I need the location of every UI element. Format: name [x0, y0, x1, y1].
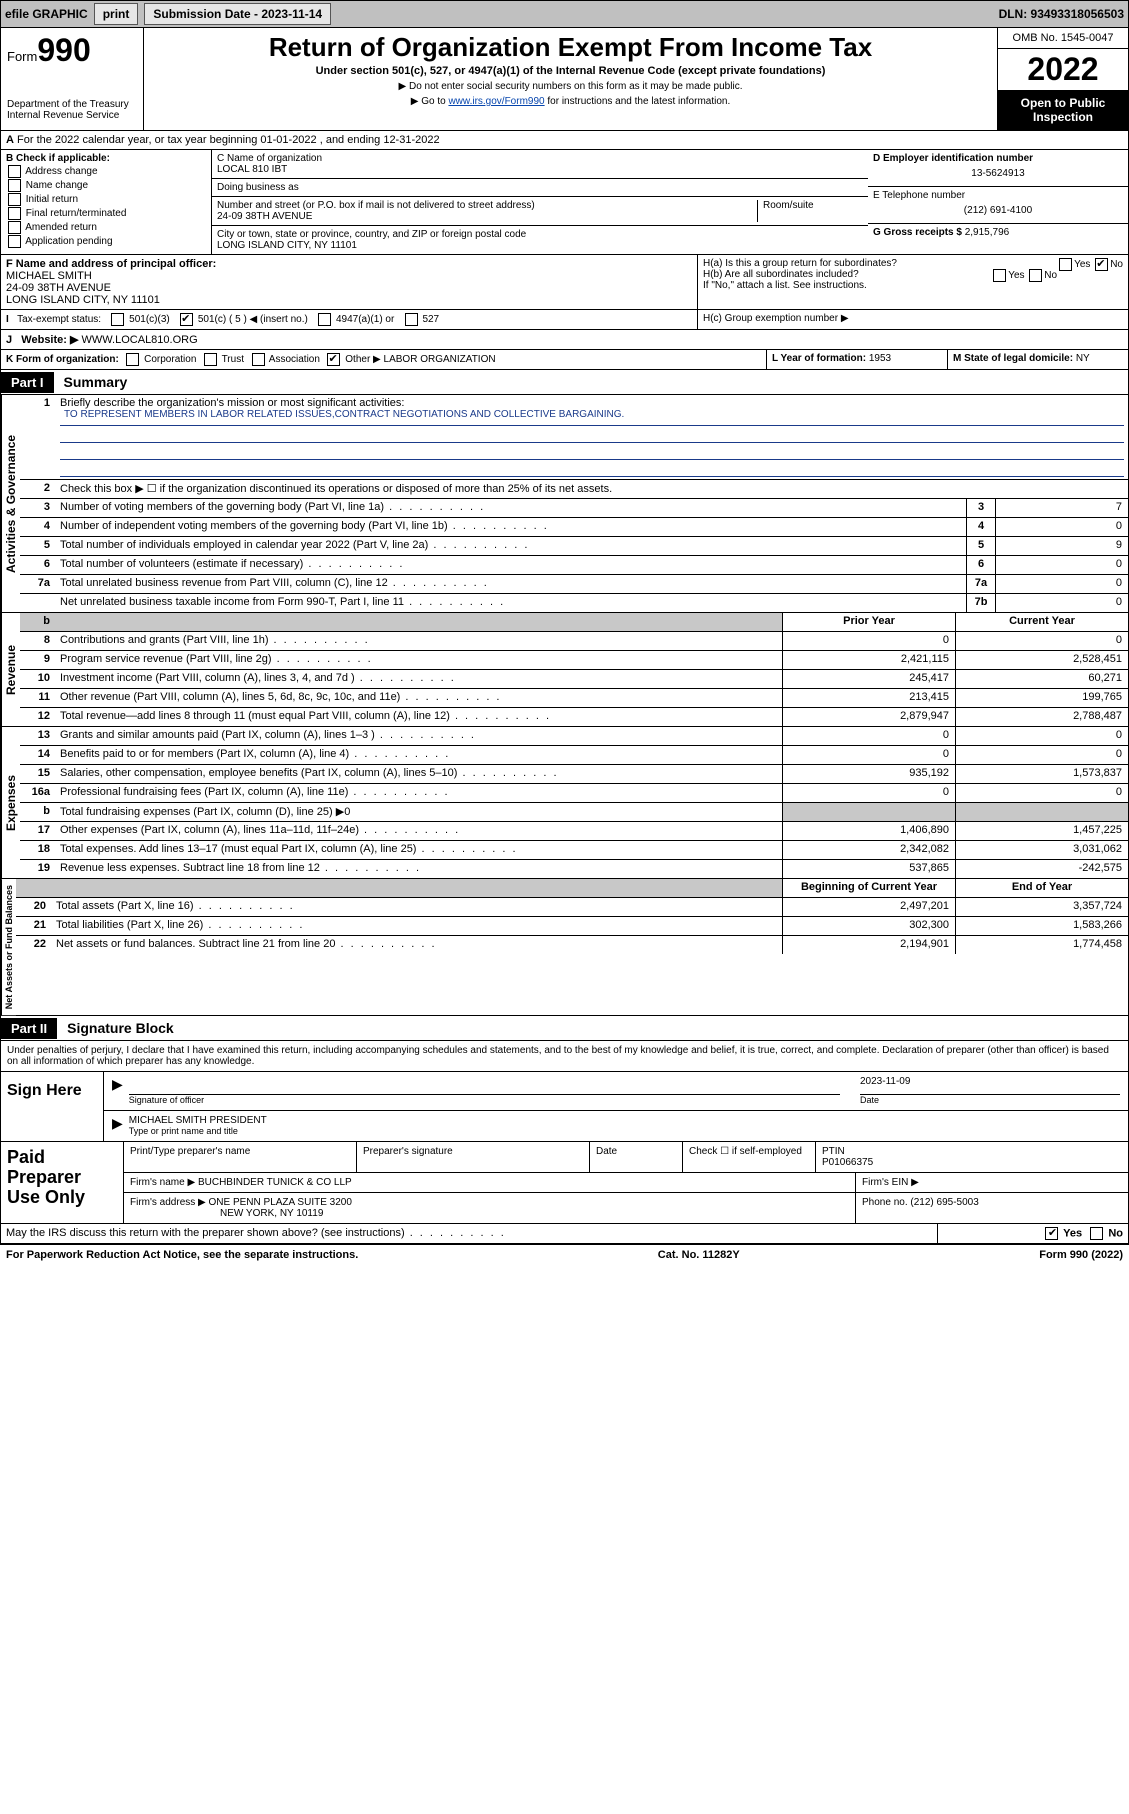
city: LONG ISLAND CITY, NY 11101 [217, 240, 357, 251]
form-footer: Form 990 (2022) [1039, 1249, 1123, 1261]
hc-label: H(c) Group exemption number ▶ [698, 310, 1128, 329]
officer-addr2: LONG ISLAND CITY, NY 11101 [6, 294, 160, 306]
chk-name[interactable]: Name change [6, 179, 206, 192]
firm-phone-lbl: Phone no. [862, 1197, 908, 1208]
dba-label: Doing business as [212, 179, 868, 197]
prep-name-hdr: Print/Type preparer's name [124, 1142, 357, 1172]
ha-label: H(a) Is this a group return for subordin… [703, 258, 897, 269]
print-button[interactable]: print [94, 3, 139, 25]
org-name: LOCAL 810 IBT [217, 164, 287, 175]
signer-name: MICHAEL SMITH PRESIDENT [129, 1115, 1120, 1126]
street: 24-09 38TH AVENUE [217, 211, 312, 222]
part1-title: Summary [54, 370, 138, 394]
c-label: C Name of organization [217, 153, 322, 164]
part1-hdr: Part I [1, 372, 54, 393]
state-domicile: NY [1076, 353, 1090, 364]
note-ssn: ▶ Do not enter social security numbers o… [152, 81, 989, 92]
note-goto-a: ▶ Go to [411, 96, 449, 107]
form-title: Return of Organization Exempt From Incom… [152, 32, 989, 63]
line-a: For the 2022 calendar year, or tax year … [17, 134, 440, 146]
ein: 13-5624913 [873, 164, 1123, 183]
firm-phone: (212) 695-5003 [910, 1197, 978, 1208]
self-emp-hdr: Check ☐ if self-employed [683, 1142, 816, 1172]
tax-year: 2022 [998, 49, 1128, 90]
j-label: Website: ▶ [21, 334, 78, 346]
ptin-val: P01066375 [822, 1157, 873, 1168]
end-year-hdr: End of Year [955, 879, 1128, 897]
prep-date-hdr: Date [590, 1142, 683, 1172]
e-label: E Telephone number [873, 190, 965, 201]
efile-label: efile GRAPHIC [5, 7, 88, 21]
irs-label: Internal Revenue Service [7, 110, 137, 121]
officer-addr1: 24-09 38TH AVENUE [6, 282, 111, 294]
vert-gov: Activities & Governance [1, 395, 20, 612]
hb-note: If "No," attach a list. See instructions… [703, 280, 1123, 291]
sig-officer-label: Signature of officer [129, 1095, 204, 1105]
chk-final[interactable]: Final return/terminated [6, 207, 206, 220]
k-label: K Form of organization: [6, 354, 119, 365]
chk-initial[interactable]: Initial return [6, 193, 206, 206]
d-label: D Employer identification number [873, 153, 1033, 164]
prior-year-hdr: Prior Year [782, 613, 955, 631]
penalty-text: Under penalties of perjury, I declare th… [0, 1041, 1129, 1072]
form-word: Form [7, 49, 37, 64]
sign-here: Sign Here [1, 1072, 103, 1141]
year-formation: 1953 [869, 353, 891, 364]
vert-exp: Expenses [1, 727, 20, 878]
date-label: Date [860, 1095, 879, 1105]
part2-title: Signature Block [57, 1016, 184, 1040]
mission-text: TO REPRESENT MEMBERS IN LABOR RELATED IS… [60, 409, 1124, 426]
g-label: G Gross receipts $ [873, 227, 962, 238]
dln-label: DLN: 93493318056503 [999, 7, 1124, 21]
pra-notice: For Paperwork Reduction Act Notice, see … [6, 1249, 358, 1261]
omb-number: OMB No. 1545-0047 [998, 28, 1128, 49]
city-label: City or town, state or province, country… [217, 229, 526, 240]
k-other-val: LABOR ORGANIZATION [384, 354, 496, 365]
public-inspection: Open to Public Inspection [998, 90, 1128, 130]
firm-addr-lbl: Firm's address ▶ [130, 1197, 206, 1208]
section-b: B Check if applicable: Address change Na… [1, 150, 212, 254]
discuss-q: May the IRS discuss this return with the… [6, 1227, 405, 1239]
vert-rev: Revenue [1, 613, 20, 726]
firm-name-lbl: Firm's name ▶ [130, 1177, 195, 1188]
i-label: Tax-exempt status: [17, 314, 101, 325]
firm-name: BUCHBINDER TUNICK & CO LLP [198, 1177, 352, 1188]
gross-receipts: 2,915,796 [965, 227, 1010, 238]
prep-sig-hdr: Preparer's signature [357, 1142, 590, 1172]
name-title-label: Type or print name and title [129, 1126, 238, 1136]
current-year-hdr: Current Year [955, 613, 1128, 631]
officer-name: MICHAEL SMITH [6, 270, 92, 282]
phone: (212) 691-4100 [873, 201, 1123, 220]
f-label: F Name and address of principal officer: [6, 258, 216, 270]
chk-pending[interactable]: Application pending [6, 235, 206, 248]
website: WWW.LOCAL810.ORG [82, 334, 198, 346]
firm-addr2: NEW YORK, NY 10119 [130, 1208, 849, 1219]
hb-label: H(b) Are all subordinates included? [703, 269, 859, 280]
street-label: Number and street (or P.O. box if mail i… [217, 200, 535, 211]
chk-address[interactable]: Address change [6, 165, 206, 178]
room-label: Room/suite [757, 200, 863, 222]
sig-date: 2023-11-09 [860, 1076, 1120, 1095]
irs-link[interactable]: www.irs.gov/Form990 [448, 96, 544, 107]
dept-label: Department of the Treasury [7, 99, 137, 110]
beg-year-hdr: Beginning of Current Year [782, 879, 955, 897]
submission-date-button[interactable]: Submission Date - 2023-11-14 [144, 3, 331, 25]
firm-addr1: ONE PENN PLAZA SUITE 3200 [209, 1197, 352, 1208]
form-number: 990 [37, 32, 90, 68]
note-goto-b: for instructions and the latest informat… [545, 96, 731, 107]
firm-ein-lbl: Firm's EIN ▶ [856, 1173, 1128, 1192]
cat-no: Cat. No. 11282Y [658, 1249, 740, 1261]
part2-hdr: Part II [1, 1018, 57, 1039]
form-subtitle: Under section 501(c), 527, or 4947(a)(1)… [152, 65, 989, 77]
ptin-hdr: PTIN [822, 1146, 845, 1157]
chk-amended[interactable]: Amended return [6, 221, 206, 234]
mission-q: Briefly describe the organization's miss… [60, 397, 404, 409]
paid-preparer-label: Paid Preparer Use Only [1, 1142, 123, 1223]
vert-net: Net Assets or Fund Balances [1, 879, 16, 1015]
